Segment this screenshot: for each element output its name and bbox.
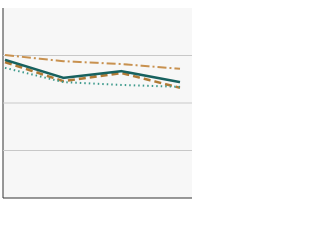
series-line: [4, 58, 181, 84]
series-line: [4, 54, 181, 70]
chart: [2, 8, 192, 199]
series-line: [4, 60, 181, 90]
